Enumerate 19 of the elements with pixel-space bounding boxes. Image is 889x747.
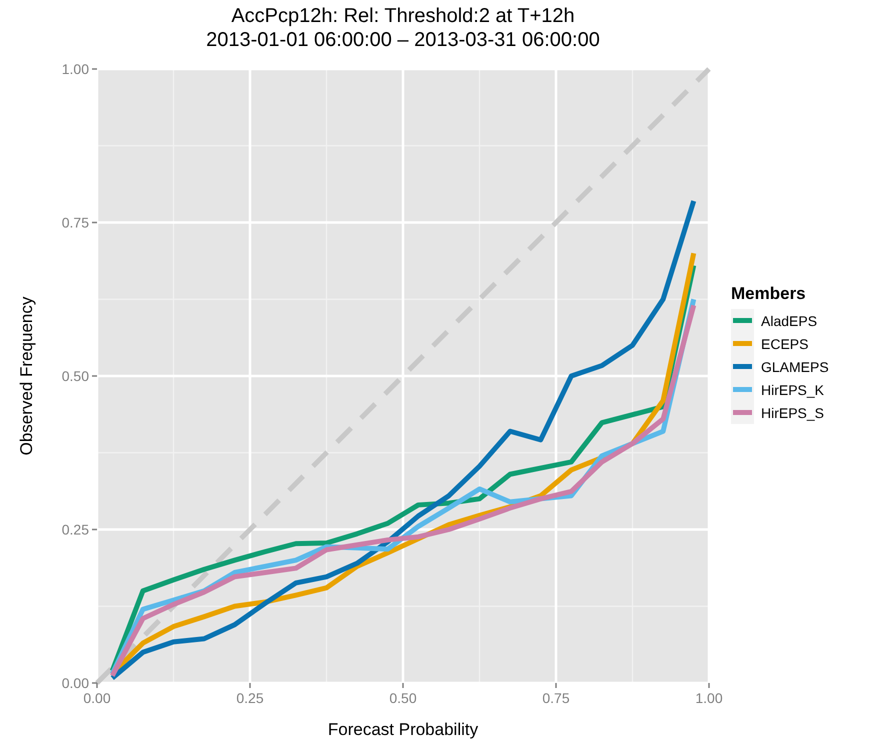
y-axis-title: Observed Frequency [17, 296, 36, 456]
chart-title: AccPcp12h: Rel: Threshold:2 at T+12h 2013-01-01 06:00:00 – 2013-03-31 06:00:00 [206, 5, 600, 51]
legend-label: AladEPS [761, 313, 818, 329]
legend-label: ECEPS [761, 336, 808, 352]
x-tick-label: 0.50 [389, 690, 417, 706]
y-tick-label: 0.50 [62, 368, 90, 384]
y-tick-label: 0.75 [62, 214, 90, 230]
legend-label: HirEPS_S [761, 405, 824, 421]
x-axis-title: Forecast Probability [328, 720, 479, 739]
x-tick-label: 0.75 [542, 690, 570, 706]
legend-label: GLAMEPS [761, 359, 829, 375]
x-tick-label: 0.25 [236, 690, 264, 706]
y-tick-label: 1.00 [62, 61, 90, 77]
y-tick-label: 0.25 [62, 522, 90, 538]
x-tick-label: 1.00 [695, 690, 723, 706]
y-tick-label: 0.00 [62, 675, 90, 691]
x-tick-label: 0.00 [83, 690, 111, 706]
legend-title: Members [731, 284, 806, 303]
legend-label: HirEPS_K [761, 382, 825, 398]
